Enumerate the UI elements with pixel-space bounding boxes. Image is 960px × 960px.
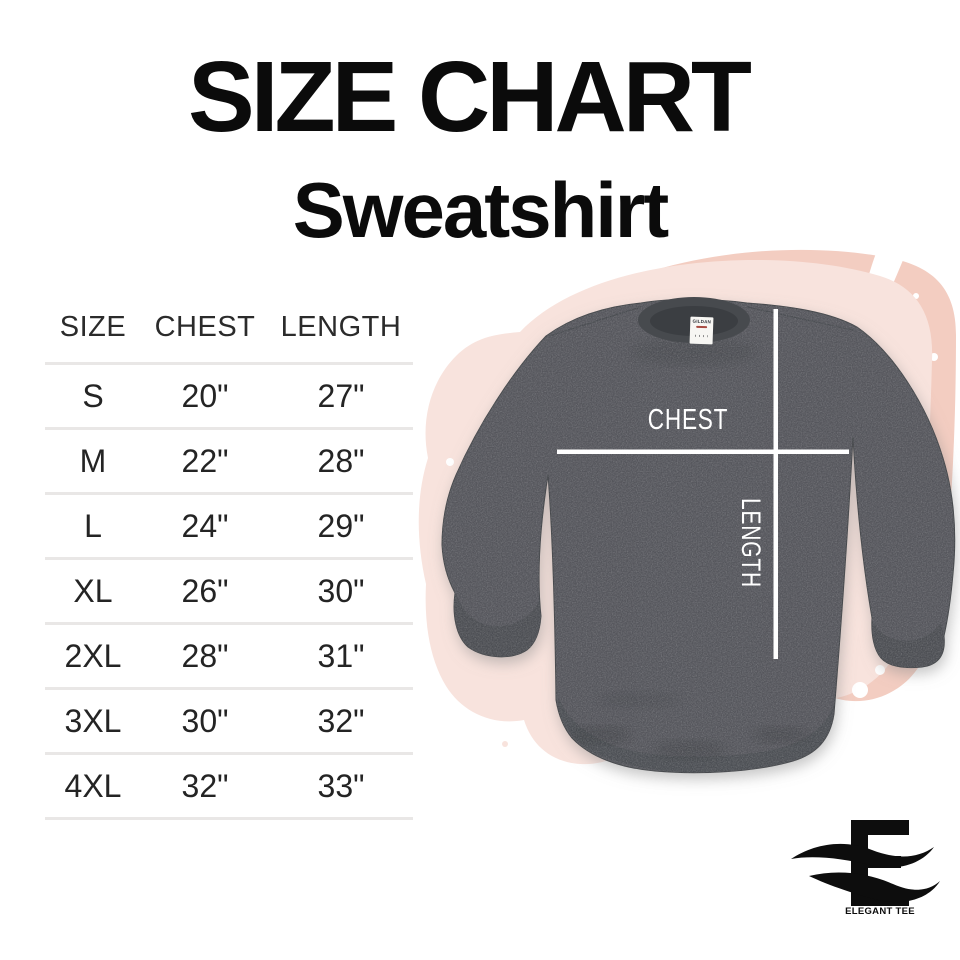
elegant-tee-logo xyxy=(791,820,940,906)
size-table-header: SIZE CHEST LENGTH xyxy=(45,292,413,362)
table-row: 2XL 28" 31" xyxy=(45,622,413,687)
length-cell: 33" xyxy=(317,767,365,804)
chest-cell: 20" xyxy=(181,377,229,414)
chest-cell: 22" xyxy=(181,442,229,479)
chest-cell: 24" xyxy=(181,507,229,544)
table-row: XL 26" 30" xyxy=(45,557,413,622)
chest-cell: 28" xyxy=(181,637,229,674)
chest-measure-line xyxy=(557,449,849,454)
length-label: LENGTH xyxy=(736,497,766,589)
length-cell: 27" xyxy=(317,377,365,414)
logo-monogram-e xyxy=(791,820,940,906)
table-row: 3XL 30" 32" xyxy=(45,687,413,752)
length-cell: 31" xyxy=(317,637,365,674)
length-cell: 32" xyxy=(317,702,365,739)
table-row: S 20" 27" xyxy=(45,362,413,427)
length-cell: 29" xyxy=(317,507,365,544)
length-cell: 30" xyxy=(317,572,365,609)
column-header-size: SIZE xyxy=(59,310,127,343)
sweatshirt-illustration xyxy=(418,248,956,774)
chest-cell: 32" xyxy=(181,767,229,804)
size-cell: XL xyxy=(73,572,113,609)
chest-cell: 30" xyxy=(181,702,229,739)
size-cell: 4XL xyxy=(64,767,122,804)
length-measure-line xyxy=(773,309,778,659)
column-header-chest: CHEST xyxy=(154,310,256,343)
logo-wave-lower xyxy=(809,872,940,903)
page-title: SIZE CHART xyxy=(188,41,752,153)
page-subtitle: Sweatshirt xyxy=(292,166,669,254)
table-row: L 24" 29" xyxy=(45,492,413,557)
collar-tag-mark xyxy=(696,325,708,328)
size-cell: S xyxy=(82,377,104,414)
size-table-body: S 20" 27" M 22" 28" L 24" 29" XL 26" 30"… xyxy=(45,362,413,820)
collar-tag-sizes xyxy=(694,334,708,337)
size-cell: L xyxy=(84,507,102,544)
chest-cell: 26" xyxy=(181,572,229,609)
collar-tag: GILDAN xyxy=(689,316,714,345)
size-cell: 3XL xyxy=(64,702,122,739)
size-table: SIZE CHEST LENGTH S 20" 27" M 22" 28" L … xyxy=(45,292,413,820)
size-cell: 2XL xyxy=(64,637,122,674)
logo-brand-text: ELEGANT TEE xyxy=(845,906,915,917)
chest-label: CHEST xyxy=(647,404,729,436)
size-cell: M xyxy=(79,442,107,479)
collar-tag-brand: GILDAN xyxy=(692,318,712,325)
table-row: M 22" 28" xyxy=(45,427,413,492)
column-header-length: LENGTH xyxy=(280,310,402,343)
table-row: 4XL 32" 33" xyxy=(45,752,413,820)
length-cell: 28" xyxy=(317,442,365,479)
logo-wave-upper xyxy=(791,843,934,868)
